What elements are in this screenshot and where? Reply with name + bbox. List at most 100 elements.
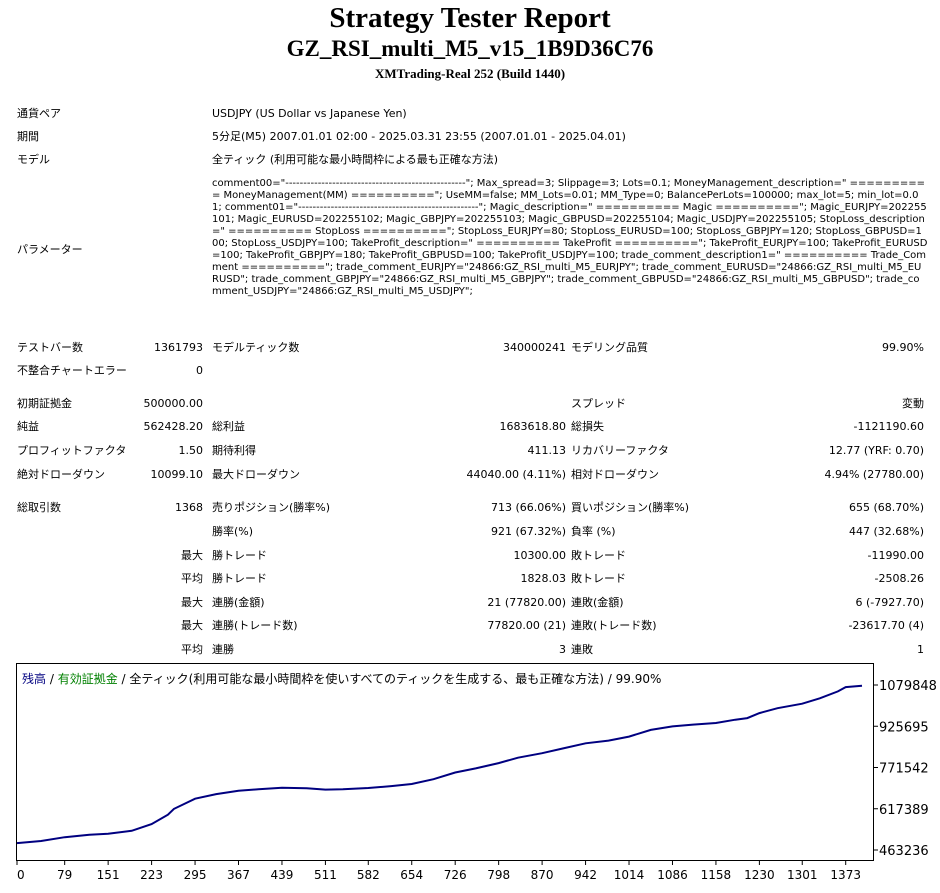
- consec-win-money-label: 連勝(金額): [212, 596, 265, 609]
- consec-win-money-value: 21 (77820.00): [487, 596, 566, 609]
- errors-value: 0: [196, 364, 203, 377]
- short-positions-label: 売りポジション(勝率%): [212, 501, 331, 514]
- x-tick-label: 1014: [614, 868, 645, 882]
- balance-chart-svg: 0 79 151 223 295 367 439 511 582 654 726 798 870 942 1…: [16, 663, 937, 882]
- avg-win-value: 1828.03: [520, 572, 567, 585]
- report-title: Strategy Tester Report: [329, 2, 611, 34]
- params-value: comment00="-----------------------------…: [212, 178, 928, 298]
- largest-win-value: 10300.00: [513, 549, 567, 562]
- rel-drawdown-value: 4.94% (27780.00): [824, 468, 924, 481]
- consec-loss-money-value: 6 (-7927.70): [855, 596, 924, 609]
- bars-label: テストバー数: [17, 341, 83, 354]
- x-tick-label: 798: [487, 868, 510, 882]
- long-positions-label: 買いポジション(勝率%): [571, 501, 690, 514]
- ea-name: GZ_RSI_multi_M5_v15_1B9D36C76: [286, 36, 654, 61]
- recovery-factor-label: リカバリーファクタ: [571, 444, 669, 457]
- gross-profit-value: 1683618.80: [499, 420, 566, 433]
- gross-loss-label: 総損失: [571, 420, 604, 433]
- win-rate-value: 921 (67.32%): [490, 525, 566, 538]
- x-tick-label: 654: [400, 868, 423, 882]
- consec-win-count-label: 連勝(トレード数): [212, 619, 298, 632]
- model-label: モデル: [17, 153, 50, 166]
- avg-loss-value: -2508.26: [874, 572, 924, 585]
- balance-chart: 0 79 151 223 295 367 439 511 582 654 726 798 870 942 1…: [16, 663, 940, 889]
- consec-loss-money-label: 連敗(金額): [571, 596, 624, 609]
- max-drawdown-label: 最大ドローダウン: [212, 468, 300, 481]
- avg-consec-loss-value: 1: [917, 643, 924, 656]
- spread-label: スプレッド: [571, 397, 626, 410]
- consec-win-count-value: 77820.00 (21): [487, 619, 566, 632]
- chart-legend: 残高 / 有効証拠金 / 全ティック(利用可能な最小時間枠を使いすべてのティック…: [22, 670, 661, 687]
- symbol-value: USDJPY (US Dollar vs Japanese Yen): [212, 107, 407, 120]
- loss-rate-label: 負率 (%): [571, 525, 616, 538]
- rel-drawdown-label: 相対ドローダウン: [571, 468, 659, 481]
- x-tick-label: 367: [227, 868, 250, 882]
- x-tick-label: 223: [140, 868, 163, 882]
- legend-equity: 有効証拠金: [57, 672, 118, 686]
- avg-loss-label: 敗トレード: [571, 572, 626, 585]
- y-tick-label: 617389: [879, 803, 929, 818]
- x-tick-label: 726: [444, 868, 467, 882]
- expected-payoff-value: 411.13: [527, 444, 567, 457]
- x-tick-label: 1086: [657, 868, 688, 882]
- x-tick-label: 0: [17, 868, 25, 882]
- legend-balance: 残高: [22, 672, 47, 686]
- y-axis-ticks: 1079848 925695 771542 617389 463236: [873, 679, 937, 859]
- expected-payoff-label: 期待利得: [212, 444, 256, 457]
- y-tick-label: 925695: [879, 720, 929, 735]
- errors-label: 不整合チャートエラー: [17, 364, 127, 377]
- quality-value: 99.90%: [882, 341, 924, 354]
- plot-frame: [16, 663, 874, 861]
- profit-factor-label: プロフィットファクタ: [17, 444, 127, 457]
- max-label: 最大: [181, 619, 203, 632]
- net-profit-label: 純益: [17, 420, 39, 433]
- avg-consec-win-value: 3: [559, 643, 566, 656]
- balance-line: [16, 684, 863, 845]
- avg-consec-loss-label: 連敗: [571, 643, 593, 656]
- y-tick-label: 771542: [879, 762, 929, 777]
- abs-drawdown-label: 絶対ドローダウン: [17, 468, 105, 481]
- x-tick-label: 511: [314, 868, 337, 882]
- bars-value: 1361793: [154, 341, 203, 354]
- total-trades-label: 総取引数: [17, 501, 61, 514]
- period-value: 5分足(M5) 2007.01.01 02:00 - 2025.03.31 23…: [212, 130, 626, 143]
- ticks-value: 340000241: [503, 341, 566, 354]
- x-tick-label: 582: [357, 868, 380, 882]
- params-label: パラメーター: [17, 243, 83, 256]
- deposit-value: 500000.00: [143, 397, 204, 410]
- x-tick-label: 1230: [744, 868, 775, 882]
- recovery-factor-value: 12.77 (YRF: 0.70): [828, 444, 924, 457]
- net-profit-value: 562428.20: [143, 420, 204, 433]
- spread-value: 変動: [902, 397, 924, 410]
- consec-loss-count-value: -23617.70 (4): [848, 619, 924, 632]
- win-rate-label: 勝率(%): [212, 525, 254, 538]
- max-label: 最大: [181, 549, 203, 562]
- x-tick-label: 79: [57, 868, 72, 882]
- consec-loss-count-label: 連敗(トレード数): [571, 619, 657, 632]
- server-build: XMTrading-Real 252 (Build 1440): [374, 66, 566, 81]
- x-tick-label: 151: [97, 868, 120, 882]
- x-tick-label: 1373: [830, 868, 861, 882]
- symbol-label: 通貨ペア: [17, 107, 61, 120]
- y-tick-label: 1079848: [879, 679, 937, 694]
- short-positions-value: 713 (66.06%): [490, 501, 566, 514]
- model-value: 全ティック (利用可能な最小時間枠による最も正確な方法): [212, 153, 499, 166]
- largest-win-label: 勝トレード: [212, 549, 267, 562]
- x-tick-label: 870: [531, 868, 554, 882]
- y-tick-label: 463236: [879, 844, 929, 859]
- avg-label: 平均: [181, 643, 203, 656]
- x-tick-label: 1158: [701, 868, 732, 882]
- abs-drawdown-value: 10099.10: [150, 468, 204, 481]
- avg-win-label: 勝トレード: [212, 572, 267, 585]
- long-positions-value: 655 (68.70%): [848, 501, 924, 514]
- largest-loss-value: -11990.00: [867, 549, 924, 562]
- period-label: 期間: [17, 130, 39, 143]
- x-tick-label: 942: [574, 868, 597, 882]
- x-tick-label: 295: [184, 868, 207, 882]
- legend-sep-2: /: [117, 672, 130, 686]
- quality-label: モデリング品質: [571, 341, 648, 354]
- x-axis-ticks: 0 79 151 223 295 367 439 511 582 654 726 798 870 942 1…: [16, 860, 861, 882]
- avg-label: 平均: [181, 572, 203, 585]
- x-tick-label: 439: [271, 868, 294, 882]
- max-label: 最大: [181, 596, 203, 609]
